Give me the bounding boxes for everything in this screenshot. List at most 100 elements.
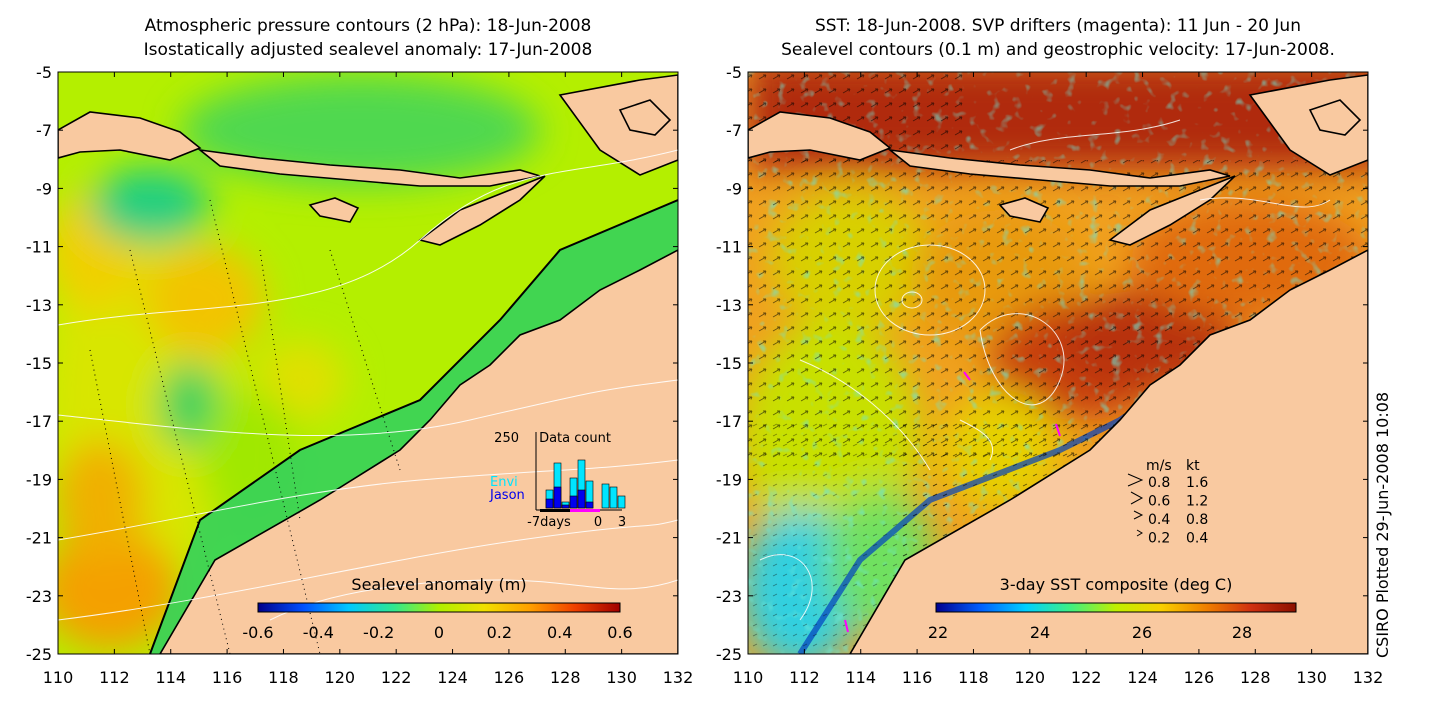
left-lat-label: -15 — [26, 354, 52, 373]
inset-xtick: 0 — [594, 515, 602, 530]
sla-colorbar-tick: -0.2 — [363, 623, 394, 642]
left-lon-label: 132 — [663, 668, 694, 687]
right-lon-label: 126 — [1184, 668, 1215, 687]
inset-bar-jason — [545, 498, 554, 509]
left-lat-label: -5 — [36, 63, 52, 82]
sumba-landmass — [308, 197, 360, 223]
sla-colorbar — [257, 602, 621, 613]
velocity-value-ms: 0.2 — [1148, 531, 1170, 547]
inset-bar-jason — [569, 495, 578, 509]
right-lon-label: 120 — [1015, 668, 1046, 687]
sst-colorbar-label: 3-day SST composite (deg C) — [1000, 575, 1233, 594]
csiro-credit: CSIRO Plotted 29-Jun-2008 10:08 — [1373, 391, 1392, 658]
right-lat-label: -19 — [716, 470, 742, 489]
left-lon-label: 114 — [155, 668, 186, 687]
pressure-contours — [58, 149, 678, 621]
inset-bar-envi — [617, 495, 626, 509]
left-lat-label: -19 — [26, 470, 52, 489]
left-lat-label: -9 — [36, 179, 52, 198]
sealevel-contours — [759, 119, 1331, 621]
timor-landmass — [418, 175, 546, 246]
sst-colorbar-tick: 28 — [1232, 623, 1252, 642]
velocity-arrow-0-2 — [1136, 529, 1143, 537]
sla-colorbar-tick: 0.2 — [487, 623, 512, 642]
sst-colorbar-tick: 26 — [1132, 623, 1152, 642]
left-lon-label: 118 — [268, 668, 299, 687]
right-lat-label: -7 — [726, 121, 742, 140]
left-lon-label: 116 — [212, 668, 243, 687]
velocity-value-ms: 0.8 — [1148, 475, 1170, 491]
axis-labels: -5 -7 -9 -11 -13 -15 -17 -19 -21 -23 -25 110 112 114 1… — [26, 63, 1383, 687]
australia-landmass — [159, 249, 678, 654]
left-lat-label: -21 — [26, 529, 52, 548]
left-lat-label: -23 — [26, 587, 52, 606]
left-lon-label: 122 — [381, 668, 412, 687]
velocity-value-kt: 1.2 — [1186, 494, 1208, 510]
inset-xtick: -7days — [527, 515, 571, 530]
right-lat-label: -23 — [716, 587, 742, 606]
right-lon-label: 110 — [733, 668, 764, 687]
timor-landmass — [1108, 175, 1236, 246]
left-title-line2: Isostatically adjusted sealevel anomaly:… — [143, 40, 593, 60]
inset-bar-envi — [601, 483, 610, 509]
velocity-arrow-0-6 — [1130, 491, 1144, 505]
sla-colorbar-tick: -0.4 — [303, 623, 334, 642]
sla-colorbar-tick: 0.4 — [547, 623, 572, 642]
left-lon-label: 110 — [43, 668, 74, 687]
data-count-inset — [535, 432, 626, 512]
right-lat-label: -11 — [716, 238, 742, 257]
left-lon-label: 126 — [494, 668, 525, 687]
velocity-header-kt: kt — [1186, 458, 1200, 474]
australia-landmass — [849, 249, 1368, 654]
left-lon-label: 112 — [99, 668, 130, 687]
right-lat-label: -13 — [716, 296, 742, 315]
sla-colorbar-tick: 0 — [434, 623, 444, 642]
left-lon-label: 128 — [550, 668, 581, 687]
inset-legend-jason: Jason — [489, 488, 525, 503]
inset-xtick: 3 — [618, 515, 626, 530]
sla-colorbar-tick: -0.6 — [242, 623, 273, 642]
right-lon-label: 128 — [1240, 668, 1271, 687]
left-lon-label: 130 — [606, 668, 637, 687]
sla-colorbar-label: Sealevel anomaly (m) — [351, 575, 526, 594]
velocity-value-kt: 1.6 — [1186, 475, 1208, 491]
sla-colorbar-tick: 0.6 — [607, 623, 632, 642]
right-lon-label: 122 — [1071, 668, 1102, 687]
right-title-line2: Sealevel contours (0.1 m) and geostrophi… — [781, 40, 1335, 60]
inset-ymax-label: 250 — [494, 431, 519, 446]
sst-colorbar — [935, 602, 1297, 613]
sumba-landmass — [998, 197, 1050, 223]
velocity-value-kt: 0.8 — [1186, 512, 1208, 528]
aru-islands — [1308, 99, 1362, 136]
svp-drifter-track — [1055, 423, 1061, 437]
right-title-line1: SST: 18-Jun-2008. SVP drifters (magenta)… — [815, 16, 1301, 36]
inset-bar-jason — [553, 486, 562, 509]
velocity-header-ms: m/s — [1146, 458, 1172, 474]
java-landmass — [748, 111, 892, 161]
left-lat-label: -11 — [26, 238, 52, 257]
velocity-legend — [1127, 473, 1144, 537]
velocity-arrow-0-4 — [1133, 510, 1144, 520]
inset-legend-envi: Envi — [490, 475, 518, 490]
left-lat-label: -7 — [36, 121, 52, 140]
right-lon-label: 132 — [1353, 668, 1384, 687]
right-lon-label: 114 — [845, 668, 876, 687]
svp-drifter-track — [844, 619, 849, 633]
left-map-field — [58, 72, 678, 654]
aru-islands — [618, 99, 672, 136]
text-layer: Sealevel anomaly (m) -0.6 -0.4 -0.2 0 0.2 0.4 0… — [242, 431, 1252, 642]
right-lon-label: 124 — [1127, 668, 1158, 687]
inset-bar-jason — [585, 501, 594, 509]
right-lon-label: 130 — [1296, 668, 1327, 687]
left-lat-label: -25 — [26, 645, 52, 664]
inset-bar-envi — [609, 486, 618, 509]
left-lon-label: 120 — [325, 668, 356, 687]
right-lon-label: 118 — [958, 668, 989, 687]
right-lon-label: 112 — [789, 668, 820, 687]
dotted-tracks — [89, 199, 401, 654]
velocity-value-kt: 0.4 — [1186, 531, 1208, 547]
left-lon-label: 124 — [437, 668, 468, 687]
right-lat-label: -21 — [716, 529, 742, 548]
inset-title: Data count — [539, 431, 611, 446]
inset-bars — [545, 459, 626, 509]
